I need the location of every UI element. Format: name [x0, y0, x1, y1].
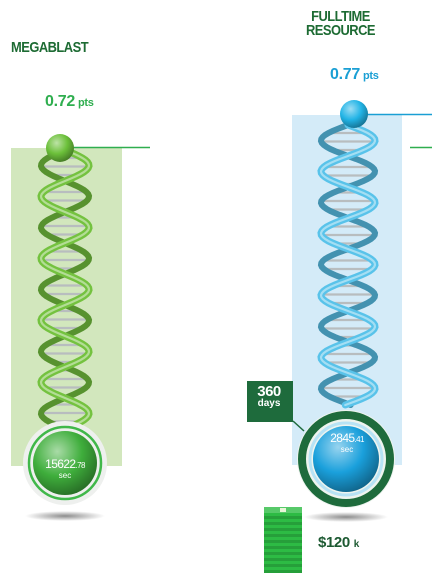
- money-band: [280, 508, 286, 512]
- fulltime-resource-title-line-2: RESOURCE: [306, 22, 376, 39]
- banknote: [264, 555, 302, 559]
- banknote: [264, 552, 302, 556]
- megablast-helix-strand: [37, 147, 93, 435]
- megablast-title-line: MEGABLAST: [11, 39, 89, 56]
- banknote: [264, 534, 302, 538]
- megablast-score: 0.72 pts: [45, 93, 94, 111]
- duration-value: 360: [257, 383, 281, 400]
- fulltime-resource-title: FULLTIME RESOURCE: [306, 8, 376, 39]
- fulltime-resource-score: 0.77 pts: [330, 66, 379, 84]
- duration-badge: 360 days: [249, 383, 289, 409]
- duration-badge-pointer: [292, 420, 305, 432]
- banknote: [264, 543, 302, 547]
- megablast-time-unit: sec: [58, 471, 72, 480]
- megablast-score-marker: [46, 134, 74, 162]
- fulltime-resource-time-ball: [313, 426, 379, 492]
- cost-value: $120: [318, 534, 350, 551]
- banknote: [264, 528, 302, 532]
- banknote: [264, 561, 302, 565]
- banknote: [264, 558, 302, 562]
- banknote: [264, 564, 302, 568]
- banknote: [264, 522, 302, 526]
- fulltime-resource-time-fraction: .41: [354, 435, 364, 444]
- megablast-time-label: 15622.78 sec: [32, 457, 98, 481]
- fulltime-resource-title-line-1: FULLTIME: [311, 8, 370, 25]
- banknote: [264, 546, 302, 550]
- fulltime-resource-score-unit: pts: [362, 70, 379, 82]
- fulltime-resource-time-unit: sec: [340, 445, 354, 454]
- banknote: [264, 525, 302, 529]
- banknote: [264, 516, 302, 520]
- cost-unit: k: [353, 539, 360, 550]
- fulltime-resource-helix-strand: [317, 122, 379, 408]
- banknote: [264, 531, 302, 535]
- banknote: [264, 567, 302, 571]
- banknote: [264, 537, 302, 541]
- fulltime-resource-ball-ring: [298, 411, 394, 507]
- duration-unit: days: [257, 398, 281, 409]
- megablast-title: MEGABLAST: [11, 39, 89, 56]
- fulltime-resource-helix-strand: [319, 123, 377, 407]
- cost-label: $120 k: [318, 534, 359, 552]
- fulltime-resource-time-whole: 2845: [330, 431, 355, 445]
- megablast-ball-shadow: [25, 511, 105, 521]
- megablast-score-unit: pts: [77, 97, 94, 109]
- banknote: [264, 519, 302, 523]
- megablast-time-fraction: .78: [75, 461, 86, 470]
- fulltime-resource-score-value: 0.77: [330, 66, 360, 83]
- banknote: [264, 513, 302, 517]
- money-stack-icon: [264, 507, 302, 573]
- fulltime-resource-ball-shadow: [304, 512, 388, 522]
- megablast-helix-strand: [39, 148, 91, 434]
- megablast-score-value: 0.72: [45, 93, 75, 110]
- duration-badge-box: [247, 381, 293, 422]
- megablast-dna-helix: [37, 146, 93, 436]
- banknote: [264, 570, 302, 573]
- fulltime-resource-score-marker: [340, 100, 368, 128]
- fulltime-resource-ball-inner-ring: [308, 421, 384, 497]
- fulltime-resource-dna-helix: [317, 121, 379, 409]
- banknote: [264, 549, 302, 553]
- fulltime-resource-time-label: 2845.41 sec: [314, 431, 380, 455]
- megablast-ball-ring: [27, 425, 103, 501]
- banknote: [264, 540, 302, 544]
- megablast-time-ball: [33, 431, 97, 495]
- megablast-time-whole: 15622: [45, 457, 76, 471]
